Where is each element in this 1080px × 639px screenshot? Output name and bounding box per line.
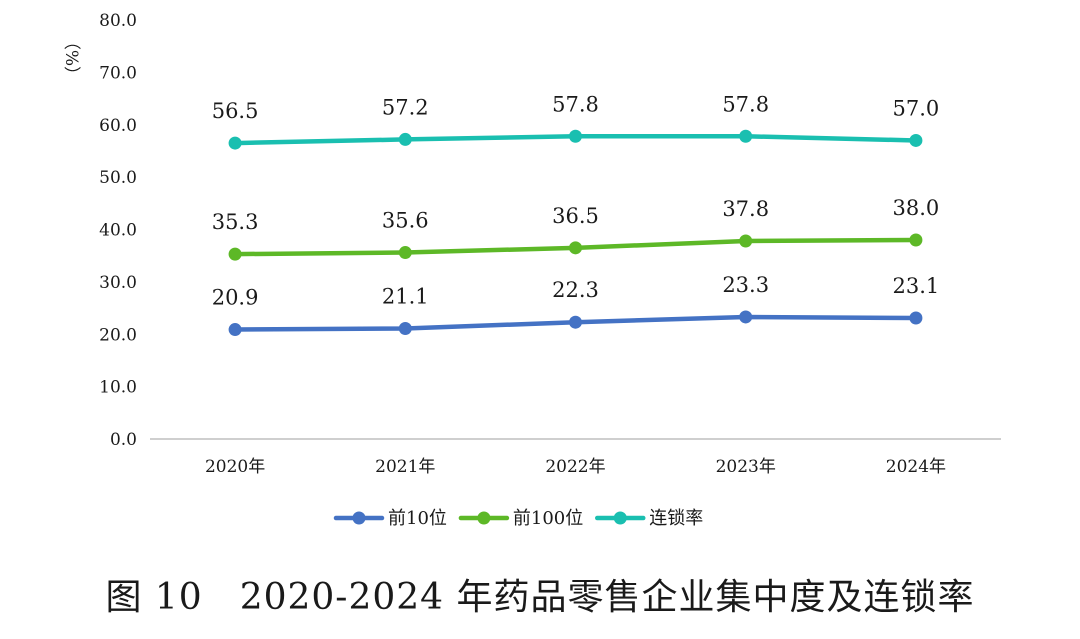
legend-label: 连锁率 — [649, 508, 703, 529]
data-label: 57.8 — [722, 92, 769, 116]
y-tick-label: 40.0 — [99, 221, 137, 241]
y-tick-label: 70.0 — [99, 63, 137, 83]
data-point — [909, 311, 923, 325]
line-chart: 0.0 10.0 20.0 30.0 40.0 50.0 60.0 70.0 80.0 2020… — [61, 11, 1001, 529]
legend-swatch-marker — [477, 511, 491, 525]
data-label: 21.1 — [382, 284, 429, 308]
data-label: 35.3 — [212, 210, 259, 234]
series-1: 20.9 21.1 22.3 23.3 23.1 — [212, 273, 940, 337]
y-tick-label: 60.0 — [99, 116, 137, 136]
legend-swatch-marker — [613, 511, 627, 525]
data-point — [398, 246, 412, 260]
series-3: 56.5 57.2 57.8 57.8 57.0 — [212, 92, 940, 150]
x-tick-label: 2021年 — [375, 457, 435, 477]
data-point — [909, 133, 923, 147]
data-point — [398, 321, 412, 335]
data-label: 56.5 — [212, 99, 259, 123]
x-tick-label: 2022年 — [545, 457, 605, 477]
data-label: 38.0 — [893, 196, 940, 220]
y-tick-label: 80.0 — [99, 11, 137, 31]
legend-label: 前10位 — [388, 508, 447, 529]
x-tick-label: 2020年 — [205, 457, 265, 477]
legend-swatch-marker — [352, 511, 366, 525]
data-label: 57.0 — [893, 96, 940, 120]
y-axis-unit-label: （%） — [61, 33, 81, 83]
y-tick-label: 50.0 — [99, 168, 137, 188]
data-label: 22.3 — [552, 278, 599, 302]
data-label: 36.5 — [552, 204, 599, 228]
data-label: 35.6 — [382, 209, 429, 233]
y-tick-label: 20.0 — [99, 325, 137, 345]
figure-caption: 图 10 2020-2024 年药品零售企业集中度及连锁率 — [105, 577, 975, 618]
data-point — [228, 136, 242, 150]
data-point — [569, 315, 582, 329]
y-tick-label: 30.0 — [99, 273, 137, 293]
x-tick-label: 2024年 — [886, 457, 946, 477]
y-tick-label: 0.0 — [110, 430, 137, 450]
series-2: 35.3 35.6 36.5 37.8 38.0 — [212, 196, 940, 261]
legend: 前10位 前100位 连锁率 — [333, 508, 703, 529]
data-point — [569, 129, 582, 143]
y-axis: 0.0 10.0 20.0 30.0 40.0 50.0 60.0 70.0 80.0 — [99, 11, 137, 450]
legend-item: 前100位 — [458, 508, 583, 529]
data-point — [569, 241, 582, 255]
legend-label: 前100位 — [513, 508, 583, 529]
y-tick-label: 10.0 — [99, 378, 137, 398]
legend-item: 前10位 — [333, 508, 447, 529]
data-point — [739, 129, 753, 143]
data-label: 37.8 — [722, 197, 769, 221]
legend-item: 连锁率 — [595, 508, 703, 529]
x-tick-label: 2023年 — [716, 457, 776, 477]
data-point — [739, 234, 753, 248]
x-axis: 2020年 2021年 2022年 2023年 2024年 — [150, 438, 1001, 477]
data-label: 23.3 — [722, 273, 769, 297]
data-label: 57.8 — [552, 92, 599, 116]
data-point — [909, 233, 923, 247]
data-label: 23.1 — [893, 274, 940, 298]
data-label: 57.2 — [382, 95, 429, 119]
data-point — [739, 310, 753, 324]
data-label: 20.9 — [212, 286, 259, 310]
data-point — [228, 247, 242, 261]
series-layer: 20.9 21.1 22.3 23.3 23.1 35.3 35.6 36.5 37.8 38.0… — [212, 92, 940, 337]
data-point — [228, 323, 242, 337]
data-point — [398, 132, 412, 146]
